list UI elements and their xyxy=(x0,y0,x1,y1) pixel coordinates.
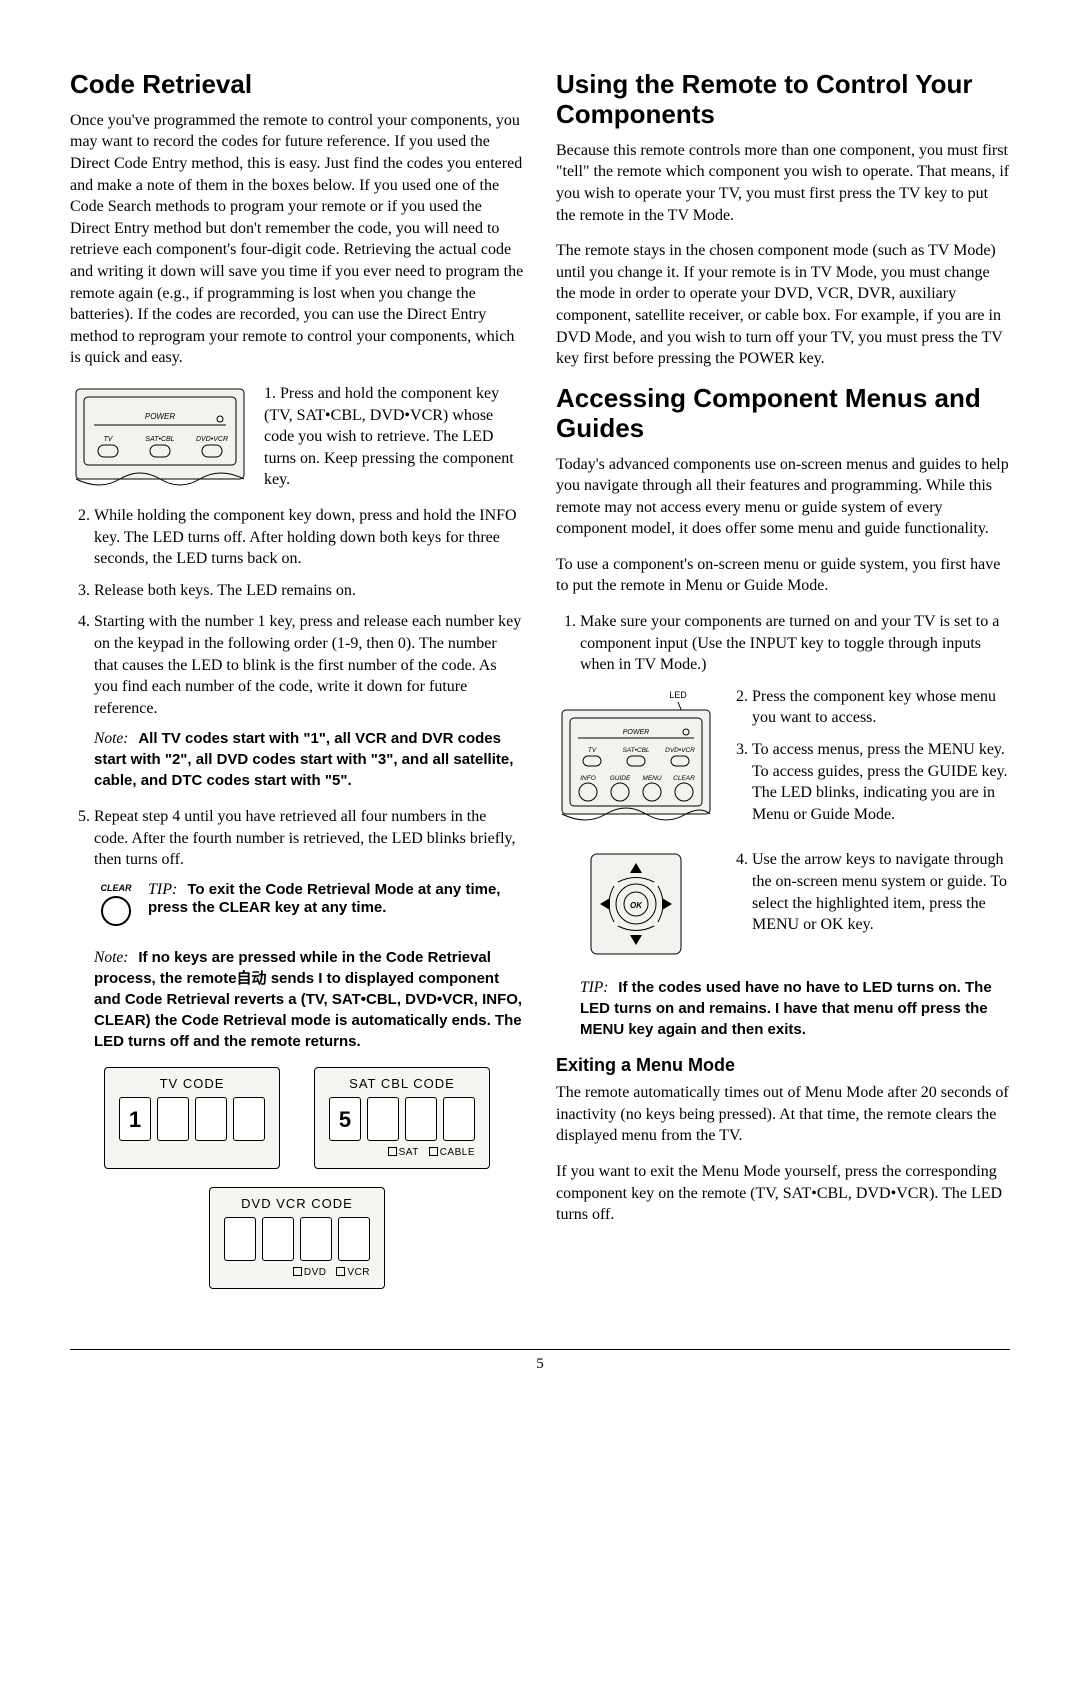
right-step-4: Use the arrow keys to navigate through t… xyxy=(730,849,1010,945)
dvd-digit-4[interactable] xyxy=(338,1217,370,1261)
r-step3: To access menus, press the MENU key. To … xyxy=(752,739,1010,825)
note2-label: Note: xyxy=(94,949,128,966)
tip-label: TIP: xyxy=(148,881,177,898)
heading-accessing-menus: Accessing Component Menus and Guides xyxy=(556,384,1010,444)
svg-text:SAT•CBL: SAT•CBL xyxy=(145,436,174,443)
svg-text:INFO: INFO xyxy=(580,775,596,782)
right-fig-navpad: OK Use the arrow keys to navigate throug… xyxy=(556,849,1010,964)
right-p2: The remote stays in the chosen component… xyxy=(556,240,1010,370)
dvd-sublabel: DVD VCR xyxy=(224,1267,370,1278)
step-list-2-4: While holding the component key down, pr… xyxy=(70,505,524,719)
right-step-1: Make sure your components are turned on … xyxy=(556,611,1010,676)
dvd-digit-1[interactable] xyxy=(224,1217,256,1261)
svg-text:POWER: POWER xyxy=(145,412,175,421)
r-tip-body: If the codes used have no have to LED tu… xyxy=(580,979,992,1038)
svg-text:POWER: POWER xyxy=(623,729,649,736)
heading-using-remote: Using the Remote to Control Your Compone… xyxy=(556,70,1010,130)
right-steps-2-3: Press the component key whose menu you w… xyxy=(730,686,1010,836)
svg-text:OK: OK xyxy=(630,901,643,910)
dvd-digit-3[interactable] xyxy=(300,1217,332,1261)
r-step4: Use the arrow keys to navigate through t… xyxy=(752,849,1010,935)
left-column: Code Retrieval Once you've programmed th… xyxy=(70,70,524,1289)
remote-figure-keys: LED POWER TV SAT•CBL DVD•VCR INFO GUIDE … xyxy=(556,686,716,831)
clear-icon: CLEAR xyxy=(94,881,138,936)
tv-digit-2[interactable] xyxy=(157,1097,189,1141)
svg-text:DVD•VCR: DVD•VCR xyxy=(196,436,228,443)
sat-digit-2[interactable] xyxy=(367,1097,399,1141)
svg-text:GUIDE: GUIDE xyxy=(610,775,631,782)
step1-body: Press and hold the component key (TV, SA… xyxy=(264,385,514,488)
note-1: Note: All TV codes start with "1", all V… xyxy=(94,729,524,792)
sat-code-box: SAT CBL CODE 5 SAT CABLE xyxy=(314,1067,490,1169)
intro-paragraph: Once you've programmed the remote to con… xyxy=(70,110,524,369)
svg-text:TV: TV xyxy=(104,436,114,443)
dvd-code-label: DVD VCR CODE xyxy=(224,1196,370,1211)
svg-text:SAT•CBL: SAT•CBL xyxy=(622,747,649,754)
page-number: 5 xyxy=(536,1356,544,1372)
sat-digit-3[interactable] xyxy=(405,1097,437,1141)
r-step2: Press the component key whose menu you w… xyxy=(752,686,1010,729)
code-boxes: TV CODE 1 SAT CBL CODE 5 xyxy=(70,1067,524,1289)
svg-text:CLEAR: CLEAR xyxy=(101,883,132,893)
tv-digit-4[interactable] xyxy=(233,1097,265,1141)
right-p3: Today's advanced components use on-scree… xyxy=(556,454,1010,540)
step-list-5: Repeat step 4 until you have retrieved a… xyxy=(70,806,524,871)
tv-code-label: TV CODE xyxy=(119,1076,265,1091)
svg-text:LED: LED xyxy=(669,690,687,700)
right-p5: The remote automatically times out of Me… xyxy=(556,1082,1010,1147)
step1-number: 1. xyxy=(264,385,276,402)
tv-digit-1[interactable]: 1 xyxy=(119,1097,151,1141)
sat-sublabel: SAT CABLE xyxy=(329,1147,475,1158)
step1-text: 1. Press and hold the component key (TV,… xyxy=(264,383,524,491)
tv-digit-3[interactable] xyxy=(195,1097,227,1141)
sat-digit-4[interactable] xyxy=(443,1097,475,1141)
note-body: All TV codes start with "1", all VCR and… xyxy=(94,730,513,789)
right-p1: Because this remote controls more than o… xyxy=(556,140,1010,226)
step1-with-figure: POWER TV SAT•CBL DVD•VCR 1. Press and ho… xyxy=(70,383,524,493)
right-p4: To use a component's on-screen menu or g… xyxy=(556,554,1010,597)
tip-text: TIP: To exit the Code Retrieval Mode at … xyxy=(148,881,524,917)
sat-code-label: SAT CBL CODE xyxy=(329,1076,475,1091)
svg-text:MENU: MENU xyxy=(642,775,661,782)
navpad-figure: OK xyxy=(556,849,716,964)
tip-body: To exit the Code Retrieval Mode at any t… xyxy=(148,881,500,916)
dvd-digit-2[interactable] xyxy=(262,1217,294,1261)
step-2: While holding the component key down, pr… xyxy=(94,505,524,570)
page-footer: 5 xyxy=(70,1349,1010,1373)
step-5: Repeat step 4 until you have retrieved a… xyxy=(94,806,524,871)
r-tip-label: TIP: xyxy=(580,979,608,996)
note-label: Note: xyxy=(94,730,128,747)
dvd-code-box: DVD VCR CODE DVD VCR xyxy=(209,1187,385,1289)
note-2: Note: If no keys are pressed while in th… xyxy=(94,948,524,1053)
svg-text:DVD•VCR: DVD•VCR xyxy=(665,747,695,754)
right-column: Using the Remote to Control Your Compone… xyxy=(556,70,1010,1289)
r-step1: Make sure your components are turned on … xyxy=(580,611,1010,676)
heading-code-retrieval: Code Retrieval xyxy=(70,70,524,100)
svg-text:CLEAR: CLEAR xyxy=(673,775,695,782)
clear-tip-row: CLEAR TIP: To exit the Code Retrieval Mo… xyxy=(94,881,524,936)
note2-body: If no keys are pressed while in the Code… xyxy=(94,949,522,1050)
tv-code-box: TV CODE 1 xyxy=(104,1067,280,1169)
right-fig-remote: LED POWER TV SAT•CBL DVD•VCR INFO GUIDE … xyxy=(556,686,1010,836)
page-content: Code Retrieval Once you've programmed th… xyxy=(70,70,1010,1289)
right-p6: If you want to exit the Menu Mode yourse… xyxy=(556,1161,1010,1226)
step-4: Starting with the number 1 key, press an… xyxy=(94,611,524,719)
remote-figure-top: POWER TV SAT•CBL DVD•VCR xyxy=(70,383,250,493)
svg-text:TV: TV xyxy=(588,747,597,754)
step-3: Release both keys. The LED remains on. xyxy=(94,580,524,602)
right-tip: TIP: If the codes used have no have to L… xyxy=(580,978,1010,1041)
heading-exiting-menu: Exiting a Menu Mode xyxy=(556,1055,1010,1076)
sat-digit-1[interactable]: 5 xyxy=(329,1097,361,1141)
